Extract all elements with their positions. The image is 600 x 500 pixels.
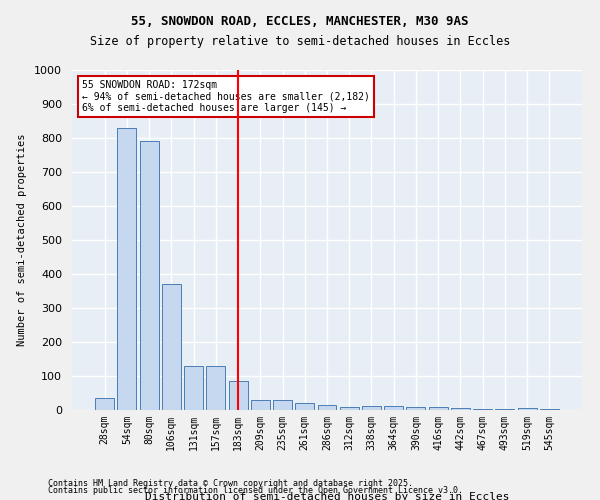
Bar	[251, 400, 270, 410]
Text: 55 SNOWDON ROAD: 172sqm
← 94% of semi-detached houses are smaller (2,182)
6% of : 55 SNOWDON ROAD: 172sqm ← 94% of semi-de…	[82, 80, 370, 114]
Text: Contains public sector information licensed under the Open Government Licence v3: Contains public sector information licen…	[48, 486, 463, 495]
Bar	[95, 398, 114, 410]
Y-axis label: Number of semi-detached properties: Number of semi-detached properties	[17, 134, 28, 346]
Bar	[295, 402, 314, 410]
Bar	[451, 408, 470, 410]
Bar	[406, 406, 425, 410]
Text: 55, SNOWDON ROAD, ECCLES, MANCHESTER, M30 9AS: 55, SNOWDON ROAD, ECCLES, MANCHESTER, M3…	[131, 15, 469, 28]
Bar	[273, 400, 292, 410]
Bar	[429, 408, 448, 410]
Bar	[384, 406, 403, 410]
Bar	[518, 408, 536, 410]
Bar	[206, 366, 225, 410]
Text: Contains HM Land Registry data © Crown copyright and database right 2025.: Contains HM Land Registry data © Crown c…	[48, 478, 413, 488]
Bar	[140, 142, 158, 410]
Text: Size of property relative to semi-detached houses in Eccles: Size of property relative to semi-detach…	[90, 35, 510, 48]
Bar	[362, 406, 381, 410]
Bar	[540, 409, 559, 410]
Bar	[118, 128, 136, 410]
Bar	[340, 406, 359, 410]
Bar	[317, 405, 337, 410]
Bar	[473, 408, 492, 410]
Bar	[184, 366, 203, 410]
X-axis label: Distribution of semi-detached houses by size in Eccles: Distribution of semi-detached houses by …	[145, 492, 509, 500]
Bar	[229, 381, 248, 410]
Bar	[162, 284, 181, 410]
